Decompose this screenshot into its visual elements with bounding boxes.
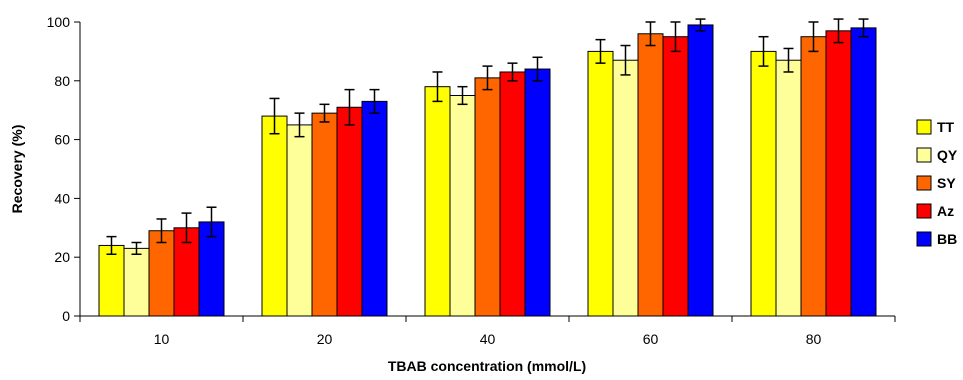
legend-swatch <box>916 175 932 191</box>
error-bar-qy-10 <box>131 241 142 256</box>
error-bar-bb-60 <box>695 18 706 32</box>
y-tick-label: 0 <box>62 308 70 324</box>
error-bar-sy-40 <box>482 65 493 91</box>
bar-sy-80 <box>800 36 827 317</box>
bar-bb-20 <box>361 100 388 317</box>
error-bar-bb-20 <box>369 88 380 114</box>
bar-qy-60 <box>612 59 639 317</box>
bar-sy-40 <box>474 77 501 317</box>
x-tick-label: 20 <box>317 331 333 347</box>
error-bar-az-10 <box>181 212 192 244</box>
legend-item-bb: BB <box>916 231 957 247</box>
error-bar-tt-80 <box>758 35 769 67</box>
error-bar-tt-10 <box>106 235 117 256</box>
legend-swatch <box>916 231 932 247</box>
error-bar-qy-40 <box>457 85 468 106</box>
error-bar-sy-20 <box>319 103 330 123</box>
error-bar-tt-40 <box>432 71 443 103</box>
error-bar-bb-80 <box>858 18 869 38</box>
y-tick-label: 100 <box>47 14 71 30</box>
bar-az-40 <box>499 71 526 317</box>
legend-swatch <box>916 203 932 219</box>
legend-item-qy: QY <box>916 147 958 163</box>
error-bar-sy-10 <box>156 218 167 244</box>
error-bar-az-60 <box>670 21 681 53</box>
legend-label: Az <box>937 203 954 219</box>
error-bar-bb-40 <box>532 56 543 82</box>
y-tick-label: 20 <box>54 249 70 265</box>
legend-item-sy: SY <box>916 175 956 191</box>
error-bar-qy-80 <box>783 47 794 73</box>
bar-qy-40 <box>449 95 476 317</box>
bar-sy-20 <box>311 112 338 317</box>
error-bar-az-20 <box>344 88 355 126</box>
legend: TT QY SY Az BB <box>916 119 958 247</box>
legend-label: BB <box>937 231 957 247</box>
y-axis-ticks: 0 20 40 60 80 100 <box>47 14 80 324</box>
error-bar-tt-20 <box>269 97 280 135</box>
bar-qy-80 <box>775 59 802 317</box>
legend-swatch <box>916 119 932 135</box>
error-bar-sy-80 <box>808 21 819 53</box>
error-bar-sy-60 <box>645 21 656 47</box>
bar-bb-40 <box>524 68 551 317</box>
error-bar-az-40 <box>507 62 518 82</box>
x-tick-label: 10 <box>154 331 170 347</box>
bar-az-60 <box>662 36 689 317</box>
bar-bb-80 <box>850 27 877 317</box>
x-axis-title: TBAB concentration (mmol/L) <box>388 358 586 374</box>
bar-sy-60 <box>637 33 664 317</box>
legend-item-az: Az <box>916 203 954 219</box>
bar-az-20 <box>336 106 363 317</box>
bar-qy-10 <box>123 247 150 317</box>
x-tick-label: 60 <box>643 331 659 347</box>
legend-label: SY <box>937 175 956 191</box>
x-tick-label: 40 <box>480 331 496 347</box>
bar-az-80 <box>825 30 852 317</box>
legend-label: QY <box>937 147 958 163</box>
bar-tt-20 <box>261 115 288 317</box>
x-tick-label: 80 <box>806 331 822 347</box>
bar-tt-10 <box>98 244 125 317</box>
bar-tt-40 <box>424 86 451 317</box>
y-tick-label: 60 <box>54 132 70 148</box>
bar-tt-60 <box>587 50 614 317</box>
error-bar-tt-60 <box>595 38 606 64</box>
x-axis-ticks: 10 20 40 60 80 <box>79 316 896 347</box>
error-bar-qy-20 <box>294 112 305 138</box>
error-bar-az-80 <box>833 18 844 44</box>
y-tick-label: 80 <box>54 73 70 89</box>
bar-qy-20 <box>286 124 313 317</box>
error-bars <box>106 18 869 256</box>
bar-sy-10 <box>148 230 175 317</box>
y-tick-label: 40 <box>54 190 70 206</box>
y-axis-title: Recovery (%) <box>9 125 25 214</box>
bar-series <box>98 24 877 317</box>
legend-swatch <box>916 147 932 163</box>
error-bar-qy-60 <box>620 44 631 76</box>
legend-label: TT <box>937 119 955 135</box>
bar-bb-60 <box>687 24 714 317</box>
legend-item-tt: TT <box>916 119 955 135</box>
bar-tt-80 <box>750 50 777 317</box>
error-bar-bb-10 <box>206 206 217 238</box>
